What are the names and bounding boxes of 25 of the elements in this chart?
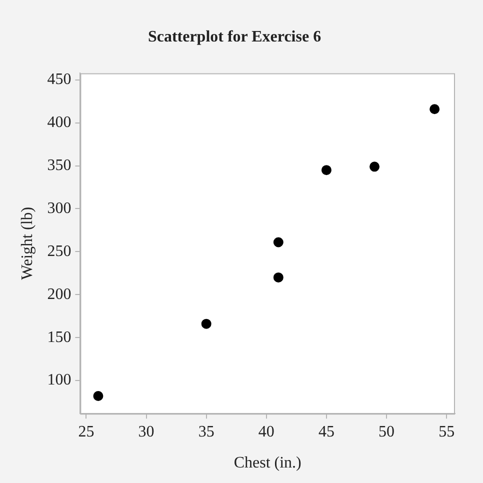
point (321, 165, 332, 176)
y-tick-label: 350 (47, 156, 72, 174)
y-tick-label: 100 (47, 372, 72, 389)
point (430, 104, 440, 114)
x-tick-label: 50 (378, 423, 395, 440)
point (273, 237, 284, 248)
y-tick-label: 200 (47, 286, 72, 303)
y-axis-title: Weight (lb) (18, 206, 36, 280)
y-tick-label: 150 (47, 328, 72, 346)
x-tick-label: 45 (318, 423, 334, 440)
point (93, 390, 104, 401)
y-tick-label: 450 (47, 71, 72, 88)
x-tick-label: 40 (258, 423, 274, 440)
chart-title: Scatterplot for Exercise 6 (148, 28, 322, 46)
x-tick-label: 30 (138, 423, 154, 440)
y-tick-label: 300 (47, 200, 72, 217)
point (273, 272, 284, 282)
x-tick-label: 25 (78, 423, 94, 440)
x-tick-label: 35 (198, 423, 214, 440)
point (370, 162, 380, 172)
point (201, 318, 212, 329)
x-tick-label: 55 (438, 423, 455, 440)
x-axis-title: Chest (in.) (234, 454, 302, 472)
y-tick-label: 250 (47, 242, 72, 260)
y-tick-label: 400 (47, 114, 72, 132)
